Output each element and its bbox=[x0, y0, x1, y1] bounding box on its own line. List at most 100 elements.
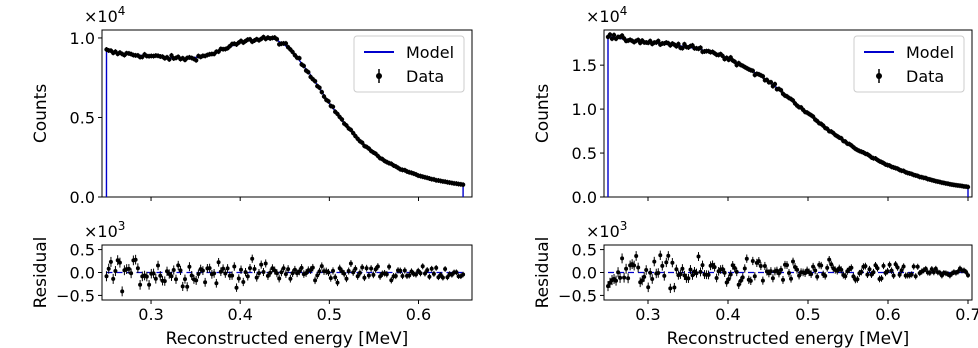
residual-point bbox=[893, 262, 898, 267]
data-point bbox=[317, 85, 322, 90]
residual-point bbox=[342, 271, 347, 276]
data-point bbox=[732, 59, 737, 64]
residual-point bbox=[732, 266, 737, 270]
data-point bbox=[965, 184, 971, 190]
residual-point bbox=[809, 272, 814, 277]
residual-point bbox=[174, 277, 178, 282]
data-point bbox=[312, 79, 318, 84]
residual-point bbox=[674, 267, 679, 272]
residual-point bbox=[427, 274, 432, 279]
residual-point bbox=[263, 261, 268, 266]
residual-point bbox=[827, 257, 832, 262]
residual-point bbox=[243, 270, 248, 275]
residual-point bbox=[135, 266, 140, 271]
residual-point bbox=[225, 266, 230, 271]
residual-point bbox=[353, 266, 358, 271]
y-tick-label: 0.5 bbox=[70, 241, 95, 260]
residual-point bbox=[398, 268, 403, 273]
residual-point bbox=[366, 273, 371, 278]
residual-point bbox=[337, 266, 342, 271]
residual-point bbox=[248, 266, 252, 271]
panel-left-bottom: −0.5 0.0 0.5 0.3 0.4 0.5 0.6 ×103 Residual Recons… bbox=[31, 219, 473, 348]
residual-point bbox=[762, 264, 767, 268]
residual-point bbox=[873, 263, 878, 268]
y-axis-label: Counts bbox=[31, 84, 51, 143]
residual-point bbox=[274, 271, 279, 276]
residual-point bbox=[748, 278, 753, 283]
residual-point bbox=[331, 268, 335, 273]
residual-point bbox=[811, 264, 816, 269]
residual-point bbox=[736, 282, 741, 287]
residual-point bbox=[720, 267, 725, 272]
residual-point bbox=[670, 260, 675, 265]
residual-point bbox=[445, 275, 450, 280]
residual-point bbox=[758, 264, 763, 268]
residual-point bbox=[933, 266, 938, 271]
y-tick-label: 0.5 bbox=[572, 144, 597, 163]
y-axis-label: Residual bbox=[533, 237, 553, 309]
residual-point bbox=[791, 259, 795, 264]
residual-point bbox=[158, 273, 163, 278]
residual-point bbox=[461, 272, 466, 277]
residual-point bbox=[304, 271, 309, 276]
data-point bbox=[319, 89, 324, 95]
residual-point bbox=[283, 272, 288, 277]
legend-model-label: Model bbox=[406, 43, 454, 62]
residual-point bbox=[644, 268, 649, 272]
residual-point bbox=[420, 264, 425, 269]
residual-point bbox=[290, 271, 295, 276]
data-point bbox=[768, 80, 774, 85]
residual-point bbox=[626, 276, 631, 281]
residual-point bbox=[364, 266, 369, 271]
y-multiplier-exponent: 4 bbox=[118, 4, 126, 18]
residual-point bbox=[937, 270, 942, 275]
residual-point bbox=[696, 254, 701, 259]
residual-point bbox=[871, 270, 876, 275]
residual-point bbox=[214, 281, 219, 286]
residual-point bbox=[434, 265, 439, 270]
residual-point bbox=[423, 271, 427, 276]
legend-data-label: Data bbox=[906, 67, 944, 86]
residual-point bbox=[781, 277, 785, 282]
residual-point bbox=[686, 276, 691, 281]
residual-point bbox=[793, 265, 797, 269]
residual-point bbox=[187, 264, 192, 269]
residual-point bbox=[189, 273, 194, 278]
residual-point bbox=[634, 254, 639, 258]
residual-point bbox=[642, 274, 647, 279]
residual-point bbox=[369, 266, 374, 271]
residual-point bbox=[261, 270, 266, 274]
residual-point bbox=[454, 270, 459, 275]
residual-point bbox=[656, 271, 661, 275]
data-point bbox=[760, 74, 766, 79]
residual-point bbox=[171, 268, 176, 272]
residual-point bbox=[178, 268, 183, 273]
residual-point bbox=[855, 277, 860, 282]
residual-point bbox=[254, 275, 259, 280]
y-multiplier: ×104 bbox=[586, 4, 627, 26]
residual-point bbox=[429, 266, 434, 271]
residual-point bbox=[245, 274, 250, 279]
residual-point bbox=[400, 274, 405, 278]
residual-point bbox=[879, 276, 884, 281]
residual-point bbox=[236, 276, 241, 281]
residual-point bbox=[658, 253, 663, 258]
data-point bbox=[348, 127, 354, 133]
residual-point bbox=[252, 267, 257, 271]
residual-point bbox=[797, 273, 802, 278]
residual-point bbox=[865, 272, 870, 277]
residual-point bbox=[183, 277, 187, 282]
residual-point bbox=[740, 275, 745, 280]
residual-point bbox=[277, 276, 282, 281]
residual-point bbox=[176, 263, 181, 268]
residual-point bbox=[431, 271, 436, 276]
residual-point bbox=[129, 271, 134, 276]
residual-point bbox=[770, 276, 775, 281]
residual-point bbox=[752, 274, 757, 279]
residual-point bbox=[760, 278, 765, 283]
residual-point bbox=[328, 276, 333, 281]
residual-point bbox=[885, 269, 890, 274]
data-point bbox=[290, 49, 295, 55]
residual-point bbox=[232, 264, 237, 269]
